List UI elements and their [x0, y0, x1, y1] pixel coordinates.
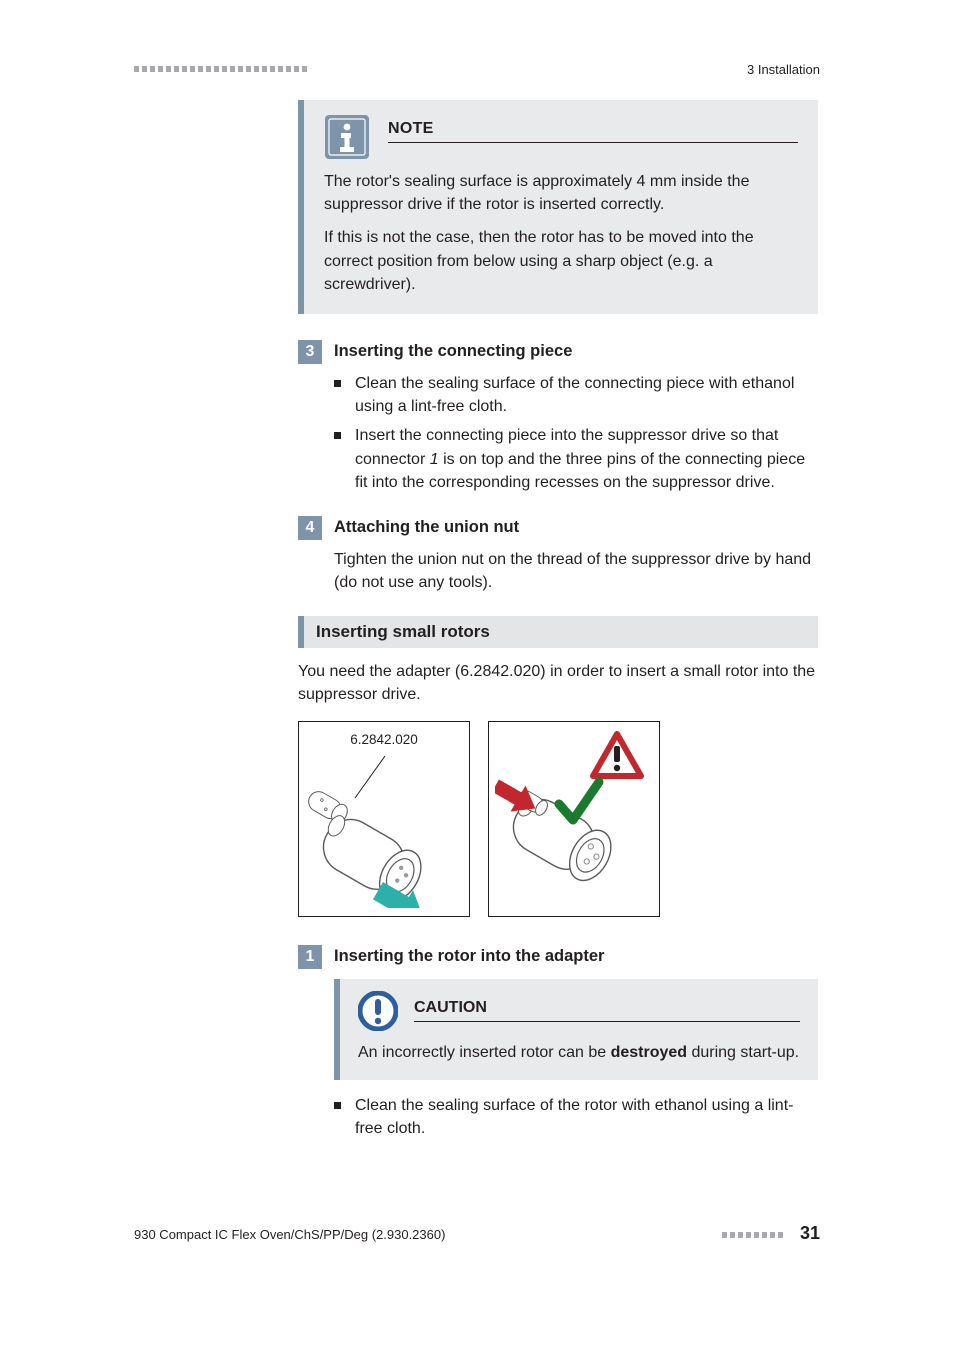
- caution-text-pre: An incorrectly inserted rotor can be: [358, 1044, 611, 1061]
- caution-box: CAUTION An incorrectly inserted rotor ca…: [334, 979, 818, 1080]
- step-bullets: Clean the sealing surface of the rotor w…: [334, 1094, 818, 1140]
- step-title: Inserting the connecting piece: [334, 342, 572, 361]
- bullet-text: Clean the sealing surface of the connect…: [355, 372, 818, 418]
- list-item: Insert the connecting piece into the sup…: [334, 424, 818, 494]
- note-paragraph: The rotor's sealing surface is approxima…: [324, 170, 798, 216]
- figure-row: 6.2842.020: [298, 721, 818, 917]
- note-box: NOTE The rotor's sealing surface is appr…: [298, 100, 818, 314]
- step-1-bottom: 1 Inserting the rotor into the adapter: [298, 945, 818, 1141]
- figure-label: 6.2842.020: [299, 732, 469, 747]
- section-heading: Inserting small rotors: [298, 616, 818, 648]
- figure-adapter-correct: 6.2842.020: [298, 721, 470, 917]
- figure-adapter-warning: [488, 721, 660, 917]
- bullet-icon: [334, 1102, 341, 1109]
- step-4: 4 Attaching the union nut Tighten the un…: [298, 516, 818, 594]
- section-intro: You need the adapter (6.2842.020) in ord…: [298, 660, 818, 706]
- step-paragraph: Tighten the union nut on the thread of t…: [334, 548, 818, 594]
- bullet-text: Clean the sealing surface of the rotor w…: [355, 1094, 818, 1140]
- list-item: Clean the sealing surface of the rotor w…: [334, 1094, 818, 1140]
- bullet-icon: [334, 432, 341, 439]
- info-icon: [324, 114, 370, 160]
- step-title: Inserting the rotor into the adapter: [334, 947, 604, 966]
- list-item: Clean the sealing surface of the connect…: [334, 372, 818, 418]
- footer-page-number: 31: [800, 1223, 820, 1244]
- step-number-badge: 4: [298, 516, 322, 540]
- step-title: Attaching the union nut: [334, 518, 519, 537]
- footer-decoration: [722, 1232, 786, 1238]
- caution-text-bold: destroyed: [611, 1044, 687, 1061]
- page: 3 Installation NOTE: [0, 0, 954, 1350]
- step-bullets: Clean the sealing surface of the connect…: [334, 372, 818, 494]
- step-3: 3 Inserting the connecting piece Clean t…: [298, 340, 818, 494]
- caution-title: CAUTION: [414, 999, 800, 1022]
- caution-icon: [358, 991, 398, 1031]
- footer-doc-id: 930 Compact IC Flex Oven/ChS/PP/Deg (2.9…: [134, 1227, 445, 1242]
- note-paragraph: If this is not the case, then the rotor …: [324, 226, 798, 296]
- step-number-badge: 3: [298, 340, 322, 364]
- step-number-badge: 1: [298, 945, 322, 969]
- bullet-text: Insert the connecting piece into the sup…: [355, 424, 818, 494]
- main-column: NOTE The rotor's sealing surface is appr…: [298, 100, 818, 1162]
- header-section: 3 Installation: [747, 62, 820, 77]
- note-title: NOTE: [388, 120, 798, 143]
- bullet-icon: [334, 380, 341, 387]
- header-decoration: [134, 66, 310, 72]
- caution-text: An incorrectly inserted rotor can be des…: [358, 1041, 800, 1064]
- note-body: The rotor's sealing surface is approxima…: [324, 170, 798, 296]
- caution-text-post: during start-up.: [687, 1044, 799, 1061]
